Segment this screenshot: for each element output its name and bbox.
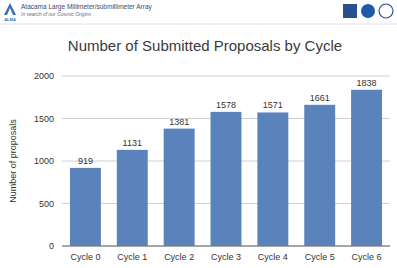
alma-logo-inner [7, 8, 13, 15]
bar [304, 105, 335, 246]
logo-nrao [379, 4, 393, 18]
bar [257, 112, 288, 246]
bars [70, 90, 382, 246]
data-label: 1571 [263, 100, 283, 110]
bar [117, 150, 148, 246]
background [0, 0, 397, 268]
x-tick-label: Cycle 2 [164, 252, 194, 262]
chart-title: Number of Submitted Proposals by Cycle [68, 37, 342, 54]
x-tick-label: Cycle 4 [258, 252, 288, 262]
y-tick-label: 1500 [34, 114, 54, 124]
alma-logo [4, 3, 16, 15]
bar [70, 168, 101, 246]
logo-eso [343, 4, 357, 18]
y-tick-label: 2000 [34, 71, 54, 81]
logo-label: ALMA [4, 17, 16, 22]
data-label: 1381 [169, 117, 189, 127]
x-tick-label: Cycle 0 [70, 252, 100, 262]
y-tick-label: 500 [39, 199, 54, 209]
logo-naoj [361, 4, 375, 18]
data-label: 1578 [216, 100, 236, 110]
y-axis-label: Number of proposals [8, 119, 18, 203]
data-label: 1838 [357, 78, 377, 88]
header-subtext: In search of our Cosmic Origins [21, 11, 92, 17]
data-label: 1661 [310, 93, 330, 103]
y-tick-label: 1000 [34, 156, 54, 166]
header-text: Atacama Large Millimeter/submillimeter A… [21, 3, 153, 11]
x-tick-label: Cycle 1 [117, 252, 147, 262]
chart-svg: ALMA Atacama Large Millimeter/submillimet… [0, 0, 397, 268]
x-tick-label: Cycle 3 [211, 252, 241, 262]
header: ALMA Atacama Large Millimeter/submillimet… [0, 3, 397, 24]
x-tick-label: Cycle 5 [305, 252, 335, 262]
bar [351, 90, 382, 246]
header-rule [0, 24, 397, 25]
grid-line [62, 76, 390, 77]
data-label: 919 [78, 156, 93, 166]
x-tick-label: Cycle 6 [352, 252, 382, 262]
data-label: 1131 [123, 138, 142, 148]
chart-root: ALMA Atacama Large Millimeter/submillimet… [0, 0, 397, 268]
grid [62, 76, 390, 246]
bar [164, 129, 195, 246]
bar [211, 112, 242, 246]
y-tick-label: 0 [49, 241, 54, 251]
